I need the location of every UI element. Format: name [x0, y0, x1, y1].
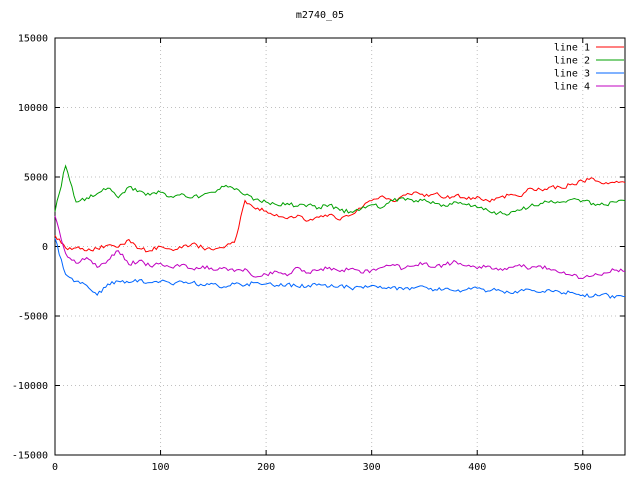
- x-tick-label: 500: [574, 462, 592, 473]
- x-tick-label: 200: [257, 462, 275, 473]
- chart-title: m2740_05: [295, 10, 345, 21]
- series-line-2: [54, 164, 626, 216]
- legend-label-line-4: line 4: [554, 82, 590, 93]
- x-tick-label: 0: [52, 462, 58, 473]
- series-line-3: [54, 238, 626, 299]
- x-tick-label: 300: [363, 462, 381, 473]
- y-tick-label: -15000: [12, 451, 48, 462]
- y-tick-label: 0: [42, 242, 48, 253]
- y-tick-label: 15000: [18, 34, 48, 45]
- series-line-4: [54, 215, 626, 280]
- legend-label-line-1: line 1: [554, 43, 590, 54]
- x-tick-label: 100: [152, 462, 170, 473]
- legend-label-line-2: line 2: [554, 56, 590, 67]
- x-tick-label: 400: [468, 462, 486, 473]
- y-tick-label: -10000: [12, 381, 48, 392]
- series-line-1: [54, 177, 626, 253]
- y-tick-label: -5000: [18, 312, 48, 323]
- legend-label-line-3: line 3: [554, 69, 590, 80]
- y-tick-label: 5000: [24, 173, 48, 184]
- y-tick-label: 10000: [18, 103, 48, 114]
